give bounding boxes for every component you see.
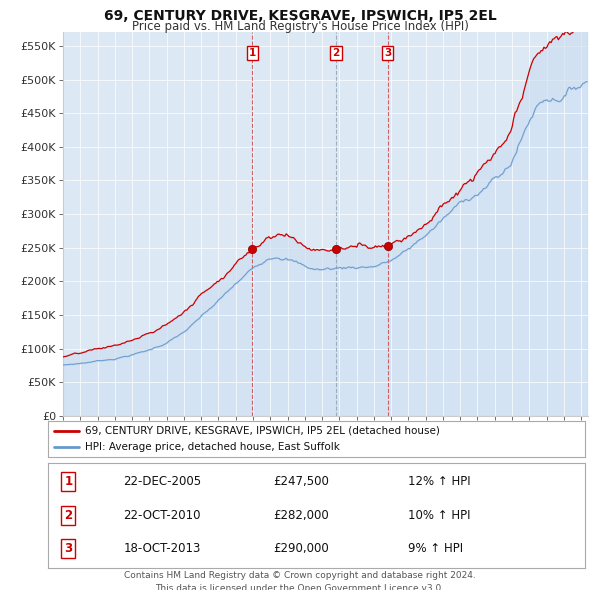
Text: 2: 2: [332, 48, 340, 58]
Text: 22-OCT-2010: 22-OCT-2010: [123, 509, 200, 522]
Text: Contains HM Land Registry data © Crown copyright and database right 2024.
This d: Contains HM Land Registry data © Crown c…: [124, 571, 476, 590]
Text: £247,500: £247,500: [274, 475, 329, 488]
Text: 9% ↑ HPI: 9% ↑ HPI: [408, 542, 463, 555]
Text: 69, CENTURY DRIVE, KESGRAVE, IPSWICH, IP5 2EL: 69, CENTURY DRIVE, KESGRAVE, IPSWICH, IP…: [104, 9, 496, 23]
Text: 10% ↑ HPI: 10% ↑ HPI: [408, 509, 470, 522]
Text: 3: 3: [64, 542, 73, 555]
Text: 1: 1: [64, 475, 73, 488]
Text: £282,000: £282,000: [274, 509, 329, 522]
Text: Price paid vs. HM Land Registry's House Price Index (HPI): Price paid vs. HM Land Registry's House …: [131, 20, 469, 33]
Text: 2: 2: [64, 509, 73, 522]
Text: 1: 1: [249, 48, 256, 58]
Text: £290,000: £290,000: [274, 542, 329, 555]
Text: HPI: Average price, detached house, East Suffolk: HPI: Average price, detached house, East…: [85, 442, 340, 453]
Text: 18-OCT-2013: 18-OCT-2013: [123, 542, 200, 555]
Text: 22-DEC-2005: 22-DEC-2005: [123, 475, 202, 488]
Text: 3: 3: [384, 48, 391, 58]
Text: 12% ↑ HPI: 12% ↑ HPI: [408, 475, 470, 488]
Text: 69, CENTURY DRIVE, KESGRAVE, IPSWICH, IP5 2EL (detached house): 69, CENTURY DRIVE, KESGRAVE, IPSWICH, IP…: [85, 425, 439, 435]
